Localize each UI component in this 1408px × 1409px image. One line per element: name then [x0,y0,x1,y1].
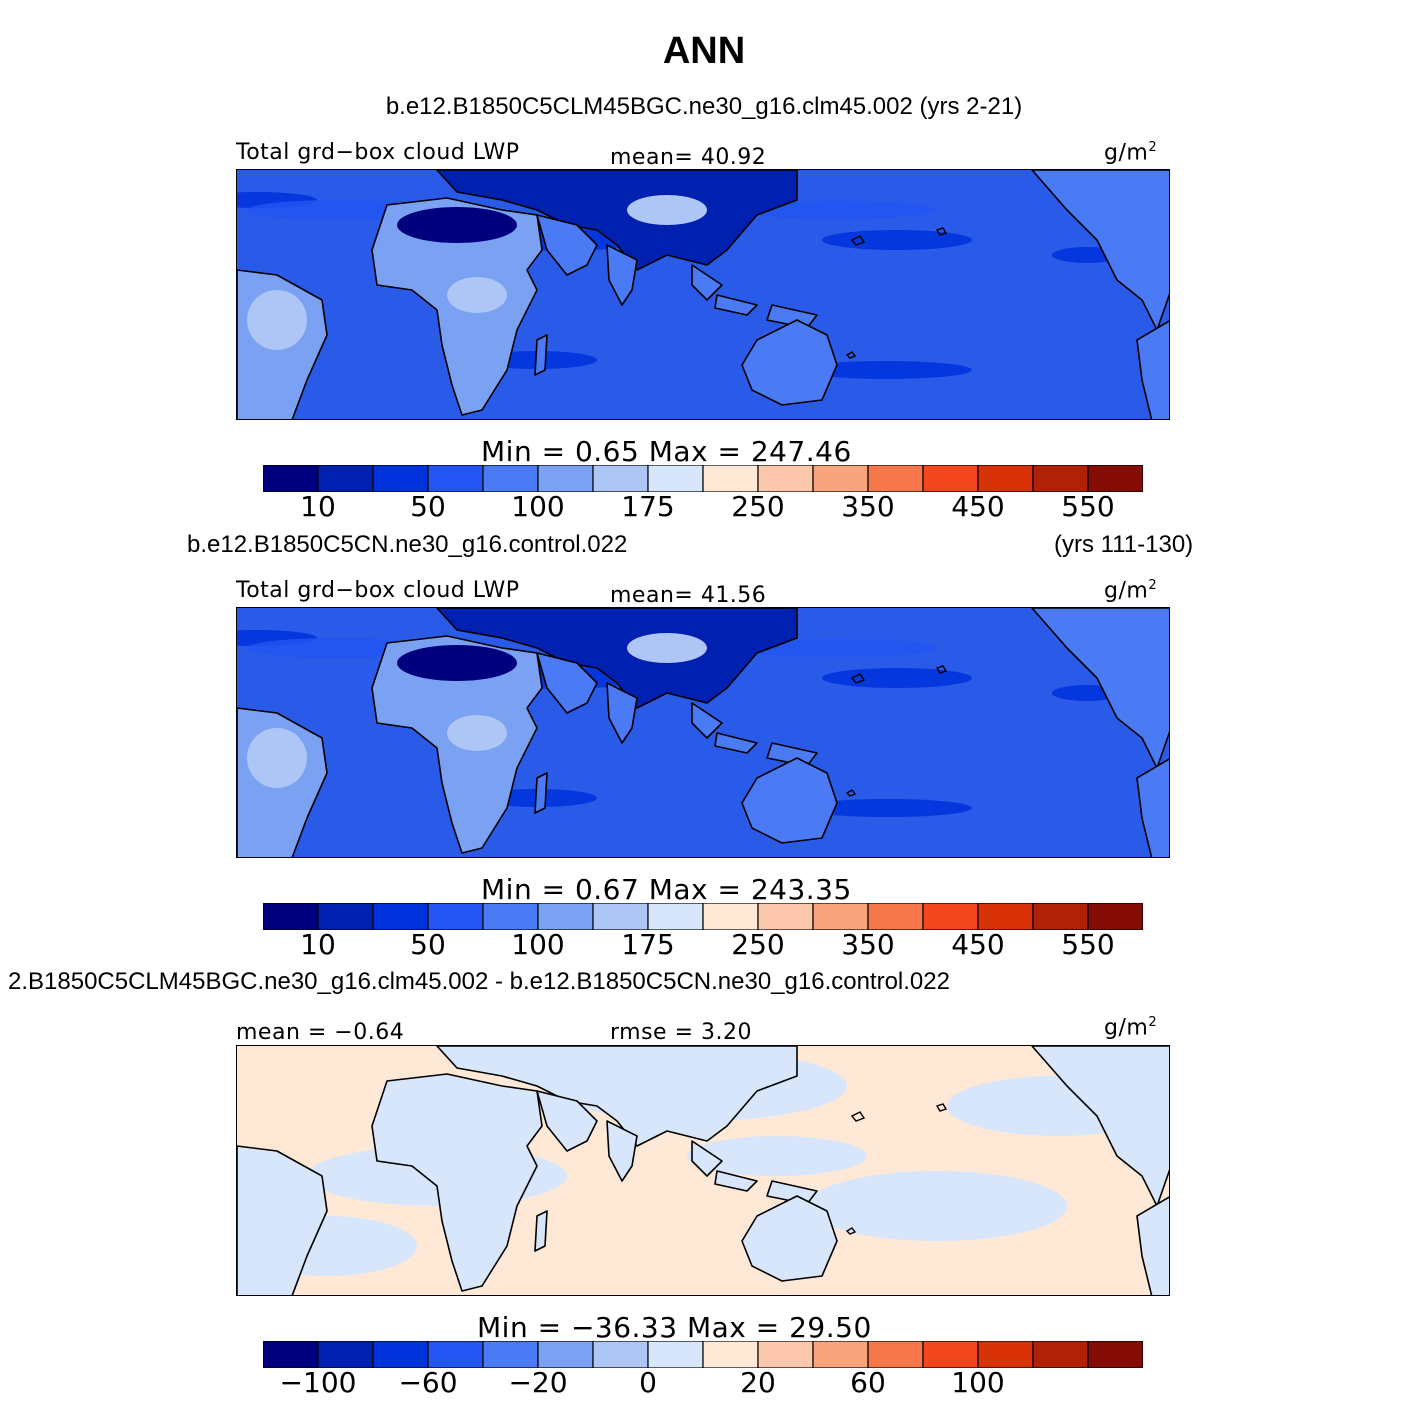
colorbar-swatch [647,903,704,930]
colorbar-swatch [922,465,979,492]
colorbar-tick-label: 250 [731,490,785,523]
colorbar-swatch [812,1341,869,1368]
panel-2-minmax: Min = 0.67 Max = 243.35 [481,873,852,906]
colorbar-swatch [647,1341,704,1368]
panel-3-rmse-label: rmse = 3.20 [610,1020,752,1045]
colorbar-swatch [1087,903,1143,930]
colorbar-swatch [867,1341,924,1368]
panel-2-variable-label: Total grd−box cloud LWP [236,578,520,603]
colorbar-swatch [263,903,319,930]
panel-2-map [236,607,1170,858]
colorbar-swatch [592,1341,649,1368]
colorbar-swatch [1032,465,1089,492]
panel-1-colorbar [263,465,1143,492]
colorbar-swatch [482,903,539,930]
colorbar-swatch [812,903,869,930]
panel-2-colorbar [263,903,1143,930]
panel-2-mean-label: mean= 41.56 [610,583,767,608]
panel-1-variable-label: Total grd−box cloud LWP [236,140,520,165]
colorbar-tick-label: 20 [740,1366,776,1399]
colorbar-swatch [537,1341,594,1368]
colorbar-tick-label: 550 [1061,490,1115,523]
colorbar-swatch [592,465,649,492]
colorbar-tick-label: 350 [841,928,895,961]
colorbar-swatch [1032,1341,1089,1368]
colorbar-swatch [372,465,429,492]
colorbar-tick-label: 350 [841,490,895,523]
colorbar-swatch [702,1341,759,1368]
panel-3-units: g/m2 [1104,1015,1158,1041]
panel-3-mean-label: mean = −0.64 [236,1020,405,1045]
colorbar-swatch [867,465,924,492]
colorbar-swatch [1087,465,1143,492]
colorbar-swatch [317,465,374,492]
colorbar-tick-label: 100 [511,490,565,523]
colorbar-swatch [757,1341,814,1368]
panel-2-colorbar-ticks: 10 50 100 175 250 350 450 550 [263,928,1143,961]
colorbar-tick-label: 100 [951,1366,1005,1399]
panel-1-map [236,169,1170,420]
colorbar-swatch [1087,1341,1143,1368]
colorbar-tick-label: 250 [731,928,785,961]
colorbar-swatch [867,903,924,930]
colorbar-swatch [537,465,594,492]
panel-3-colorbar-ticks: −100 −60 −20 0 20 60 100 [263,1366,1143,1399]
page-title: ANN [662,30,746,72]
colorbar-swatch [922,903,979,930]
colorbar-swatch [482,465,539,492]
colorbar-tick-label: 10 [300,490,336,523]
panel-2-case-years: (yrs 111-130) [1054,531,1194,558]
colorbar-tick-label: 10 [300,928,336,961]
colorbar-tick-label: −100 [279,1366,357,1399]
colorbar-swatch [263,1341,319,1368]
colorbar-swatch [647,465,704,492]
panel-1-minmax: Min = 0.65 Max = 247.46 [481,435,852,468]
colorbar-swatch [922,1341,979,1368]
colorbar-swatch [977,903,1034,930]
colorbar-swatch [757,465,814,492]
panel-3-minmax: Min = −36.33 Max = 29.50 [477,1311,872,1344]
colorbar-tick-label: 450 [951,928,1005,961]
colorbar-tick-label: 100 [511,928,565,961]
colorbar-swatch [427,1341,484,1368]
colorbar-swatch [1032,903,1089,930]
panel-3-map [236,1045,1170,1296]
panel-2-case-title: b.e12.B1850C5CN.ne30_g16.control.022 [187,531,628,558]
colorbar-swatch [702,903,759,930]
colorbar-tick-label: 60 [850,1366,886,1399]
colorbar-tick-label: 175 [621,490,675,523]
colorbar-swatch [427,903,484,930]
colorbar-swatch [263,465,319,492]
colorbar-swatch [372,1341,429,1368]
panel-1-case-title: b.e12.B1850C5CLM45BGC.ne30_g16.clm45.002… [385,93,1023,120]
colorbar-swatch [372,903,429,930]
colorbar-swatch [977,465,1034,492]
colorbar-swatch [812,465,869,492]
panel-1-units: g/m2 [1104,140,1158,166]
colorbar-swatch [317,903,374,930]
panel-1-colorbar-ticks: 10 50 100 175 250 350 450 550 [263,490,1143,523]
colorbar-tick-label: −60 [398,1366,458,1399]
colorbar-tick-label: 50 [410,928,446,961]
colorbar-tick-label: 0 [639,1366,657,1399]
colorbar-swatch [482,1341,539,1368]
colorbar-swatch [537,903,594,930]
panel-1-mean-label: mean= 40.92 [610,145,767,170]
colorbar-swatch [317,1341,374,1368]
colorbar-tick-label: 175 [621,928,675,961]
colorbar-swatch [702,465,759,492]
colorbar-tick-label: 550 [1061,928,1115,961]
colorbar-tick-label: −20 [508,1366,568,1399]
colorbar-swatch [757,903,814,930]
colorbar-tick-label: 50 [410,490,446,523]
panel-3-colorbar [263,1341,1143,1368]
colorbar-swatch [592,903,649,930]
panel-2-units: g/m2 [1104,578,1158,604]
colorbar-tick-label: 450 [951,490,1005,523]
colorbar-swatch [427,465,484,492]
panel-3-case-title: 2.B1850C5CLM45BGC.ne30_g16.clm45.002 - b… [8,968,950,995]
colorbar-swatch [977,1341,1034,1368]
